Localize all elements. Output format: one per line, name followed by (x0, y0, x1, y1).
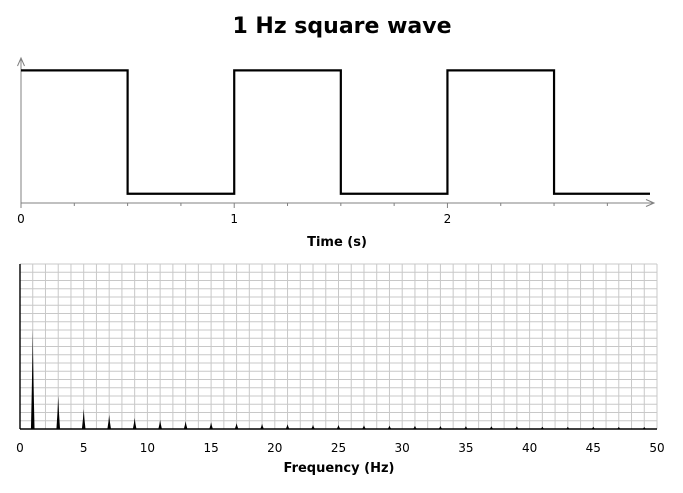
frequency-bar (489, 426, 494, 429)
time-x-axis-arrow (645, 199, 656, 207)
time-series (21, 69, 650, 195)
frequency-bar (132, 417, 137, 429)
frequency-bars (30, 329, 647, 429)
frequency-bar (56, 395, 61, 429)
frequency-bar (209, 422, 213, 429)
frequency-bar (616, 426, 621, 429)
frequency-bar (107, 414, 111, 429)
frequency-bar (234, 423, 239, 429)
frequency-tick-label: 30 (395, 441, 410, 455)
frequency-bar (311, 424, 315, 429)
frequency-grid (20, 263, 658, 429)
frequency-bar (81, 409, 86, 429)
frequency-bar (387, 425, 392, 429)
frequency-x-ticks: 0 5 10 15 20 25 30 35 40 45 50 (16, 441, 664, 455)
chart-title: 1 Hz square wave (232, 14, 451, 39)
frequency-tick-label: 0 (16, 441, 24, 455)
frequency-bar (566, 426, 570, 429)
frequency-bar (158, 419, 162, 429)
frequency-bar (591, 426, 596, 429)
frequency-bar (642, 427, 647, 429)
frequency-tick-label: 5 (80, 441, 88, 455)
frequency-tick-label: 20 (267, 441, 282, 455)
frequency-bar (413, 425, 417, 429)
frequency-bar (540, 426, 545, 429)
frequency-tick-label: 45 (586, 441, 601, 455)
frequency-x-axis-label: Frequency (Hz) (284, 461, 395, 476)
frequency-bar (438, 426, 443, 429)
frequency-tick-label: 40 (522, 441, 537, 455)
time-x-ticks: 0 1 2 (17, 203, 608, 226)
frequency-bar (30, 329, 35, 429)
frequency-domain-plot: 0 5 10 15 20 25 30 35 40 45 50 Frequency (Hz) (16, 263, 665, 476)
frequency-tick-label: 25 (331, 441, 346, 455)
frequency-bar (362, 425, 366, 429)
time-domain-plot: 0 1 2 Time (s) (17, 56, 656, 250)
frequency-tick-label: 10 (140, 441, 155, 455)
frequency-bar (515, 426, 519, 429)
frequency-tick-label: 15 (203, 441, 218, 455)
time-y-axis-arrow (17, 56, 25, 67)
time-axes (17, 56, 656, 207)
time-tick-label: 2 (444, 212, 452, 226)
frequency-bar (260, 423, 264, 429)
time-tick-label: 0 (17, 212, 25, 226)
time-tick-label: 1 (230, 212, 238, 226)
frequency-tick-label: 35 (458, 441, 473, 455)
square-wave-line (21, 69, 650, 195)
frequency-tick-label: 50 (649, 441, 664, 455)
time-x-axis-label: Time (s) (307, 235, 367, 250)
frequency-bar (464, 426, 468, 429)
frequency-bar (285, 424, 290, 429)
frequency-bar (336, 425, 341, 429)
frequency-bar (183, 421, 188, 429)
